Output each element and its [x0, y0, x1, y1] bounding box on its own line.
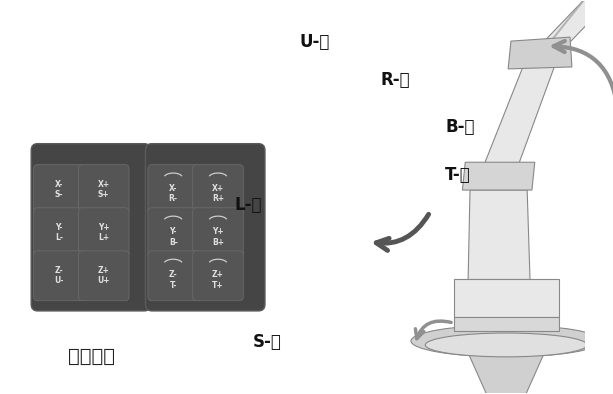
Polygon shape: [454, 317, 558, 331]
FancyBboxPatch shape: [192, 165, 243, 214]
Text: S-轴: S-轴: [253, 333, 281, 351]
Polygon shape: [462, 162, 535, 190]
Polygon shape: [479, 61, 556, 176]
Ellipse shape: [411, 325, 601, 357]
Text: Z+
T+: Z+ T+: [212, 270, 224, 290]
Text: Z-
U-: Z- U-: [54, 266, 64, 286]
FancyBboxPatch shape: [34, 208, 84, 258]
Text: Z-
T-: Z- T-: [169, 270, 178, 290]
Text: X+
S+: X+ S+: [97, 180, 110, 199]
Polygon shape: [508, 37, 572, 69]
FancyBboxPatch shape: [192, 251, 243, 301]
Text: 轴操作键: 轴操作键: [69, 348, 115, 366]
Text: Y+
L+: Y+ L+: [98, 223, 110, 242]
Text: X+
R+: X+ R+: [212, 184, 224, 203]
FancyBboxPatch shape: [454, 279, 558, 317]
Text: U-轴: U-轴: [299, 33, 330, 52]
FancyBboxPatch shape: [78, 208, 129, 258]
Text: R-轴: R-轴: [381, 71, 411, 89]
Ellipse shape: [425, 333, 587, 357]
Text: X-
S-: X- S-: [55, 180, 63, 199]
FancyBboxPatch shape: [78, 251, 129, 301]
Text: T-轴: T-轴: [445, 167, 471, 184]
FancyBboxPatch shape: [34, 165, 84, 214]
FancyBboxPatch shape: [78, 165, 129, 214]
Text: L-轴: L-轴: [235, 196, 262, 214]
FancyBboxPatch shape: [192, 208, 243, 258]
Text: Y-
B-: Y- B-: [169, 227, 178, 247]
Text: Y-
L-: Y- L-: [55, 223, 63, 242]
Text: Z+
U+: Z+ U+: [97, 266, 110, 286]
Polygon shape: [468, 353, 544, 394]
FancyBboxPatch shape: [31, 144, 151, 311]
Text: Y+
B+: Y+ B+: [212, 227, 224, 247]
Polygon shape: [468, 190, 530, 279]
FancyBboxPatch shape: [148, 251, 199, 301]
Text: X-
R-: X- R-: [169, 184, 178, 203]
FancyBboxPatch shape: [145, 144, 265, 311]
FancyBboxPatch shape: [148, 165, 199, 214]
FancyBboxPatch shape: [34, 251, 84, 301]
FancyBboxPatch shape: [148, 208, 199, 258]
Text: B-轴: B-轴: [445, 117, 474, 136]
Polygon shape: [537, 0, 613, 49]
